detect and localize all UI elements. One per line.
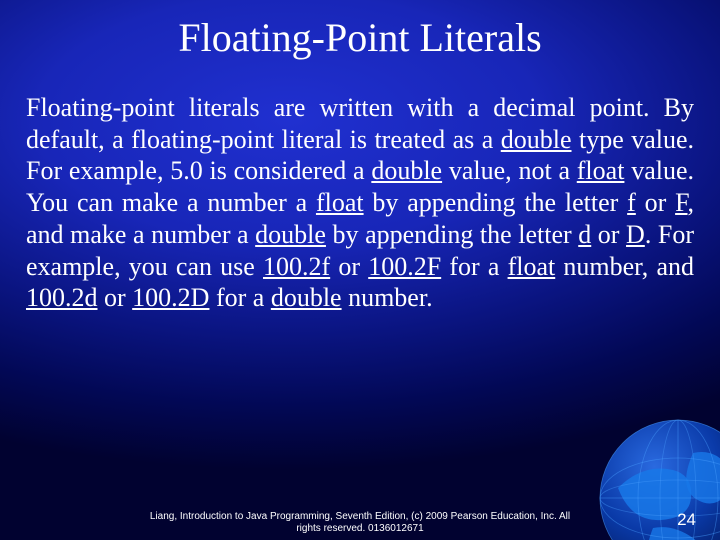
body-text-run: value, not a: [442, 156, 577, 185]
slide-title: Floating-Point Literals: [0, 0, 720, 61]
body-text-run: number.: [342, 283, 433, 312]
body-text-run: number, and: [555, 252, 694, 281]
underlined-term: double: [271, 283, 342, 312]
footer-line2: rights reserved. 0136012671: [296, 523, 423, 534]
underlined-term: float: [577, 156, 625, 185]
body-text-run: or: [98, 283, 133, 312]
underlined-term: double: [501, 125, 572, 154]
underlined-term: f: [627, 188, 636, 217]
body-text-run: or: [591, 220, 626, 249]
underlined-term: d: [578, 220, 591, 249]
body-text-run: by appending the letter: [326, 220, 578, 249]
underlined-term: double: [255, 220, 326, 249]
page-number: 24: [677, 510, 696, 530]
underlined-term: double: [371, 156, 442, 185]
body-text-run: or: [636, 188, 675, 217]
underlined-term: 100.2d: [26, 283, 98, 312]
body-text-run: for a: [209, 283, 270, 312]
underlined-term: 100.2D: [132, 283, 209, 312]
body-text-run: by appending the letter: [364, 188, 628, 217]
underlined-term: float: [508, 252, 556, 281]
slide-body: Floating-point literals are written with…: [26, 92, 694, 314]
underlined-term: D: [626, 220, 645, 249]
slide: Floating-Point Literals Floating-point l…: [0, 0, 720, 540]
footer-line1: Liang, Introduction to Java Programming,…: [150, 511, 570, 522]
footer: Liang, Introduction to Java Programming,…: [0, 511, 720, 534]
body-text-run: or: [330, 252, 368, 281]
underlined-term: 100.2F: [368, 252, 441, 281]
underlined-term: F: [675, 188, 687, 217]
body-text-run: for a: [441, 252, 507, 281]
underlined-term: 100.2f: [263, 252, 330, 281]
underlined-term: float: [316, 188, 364, 217]
